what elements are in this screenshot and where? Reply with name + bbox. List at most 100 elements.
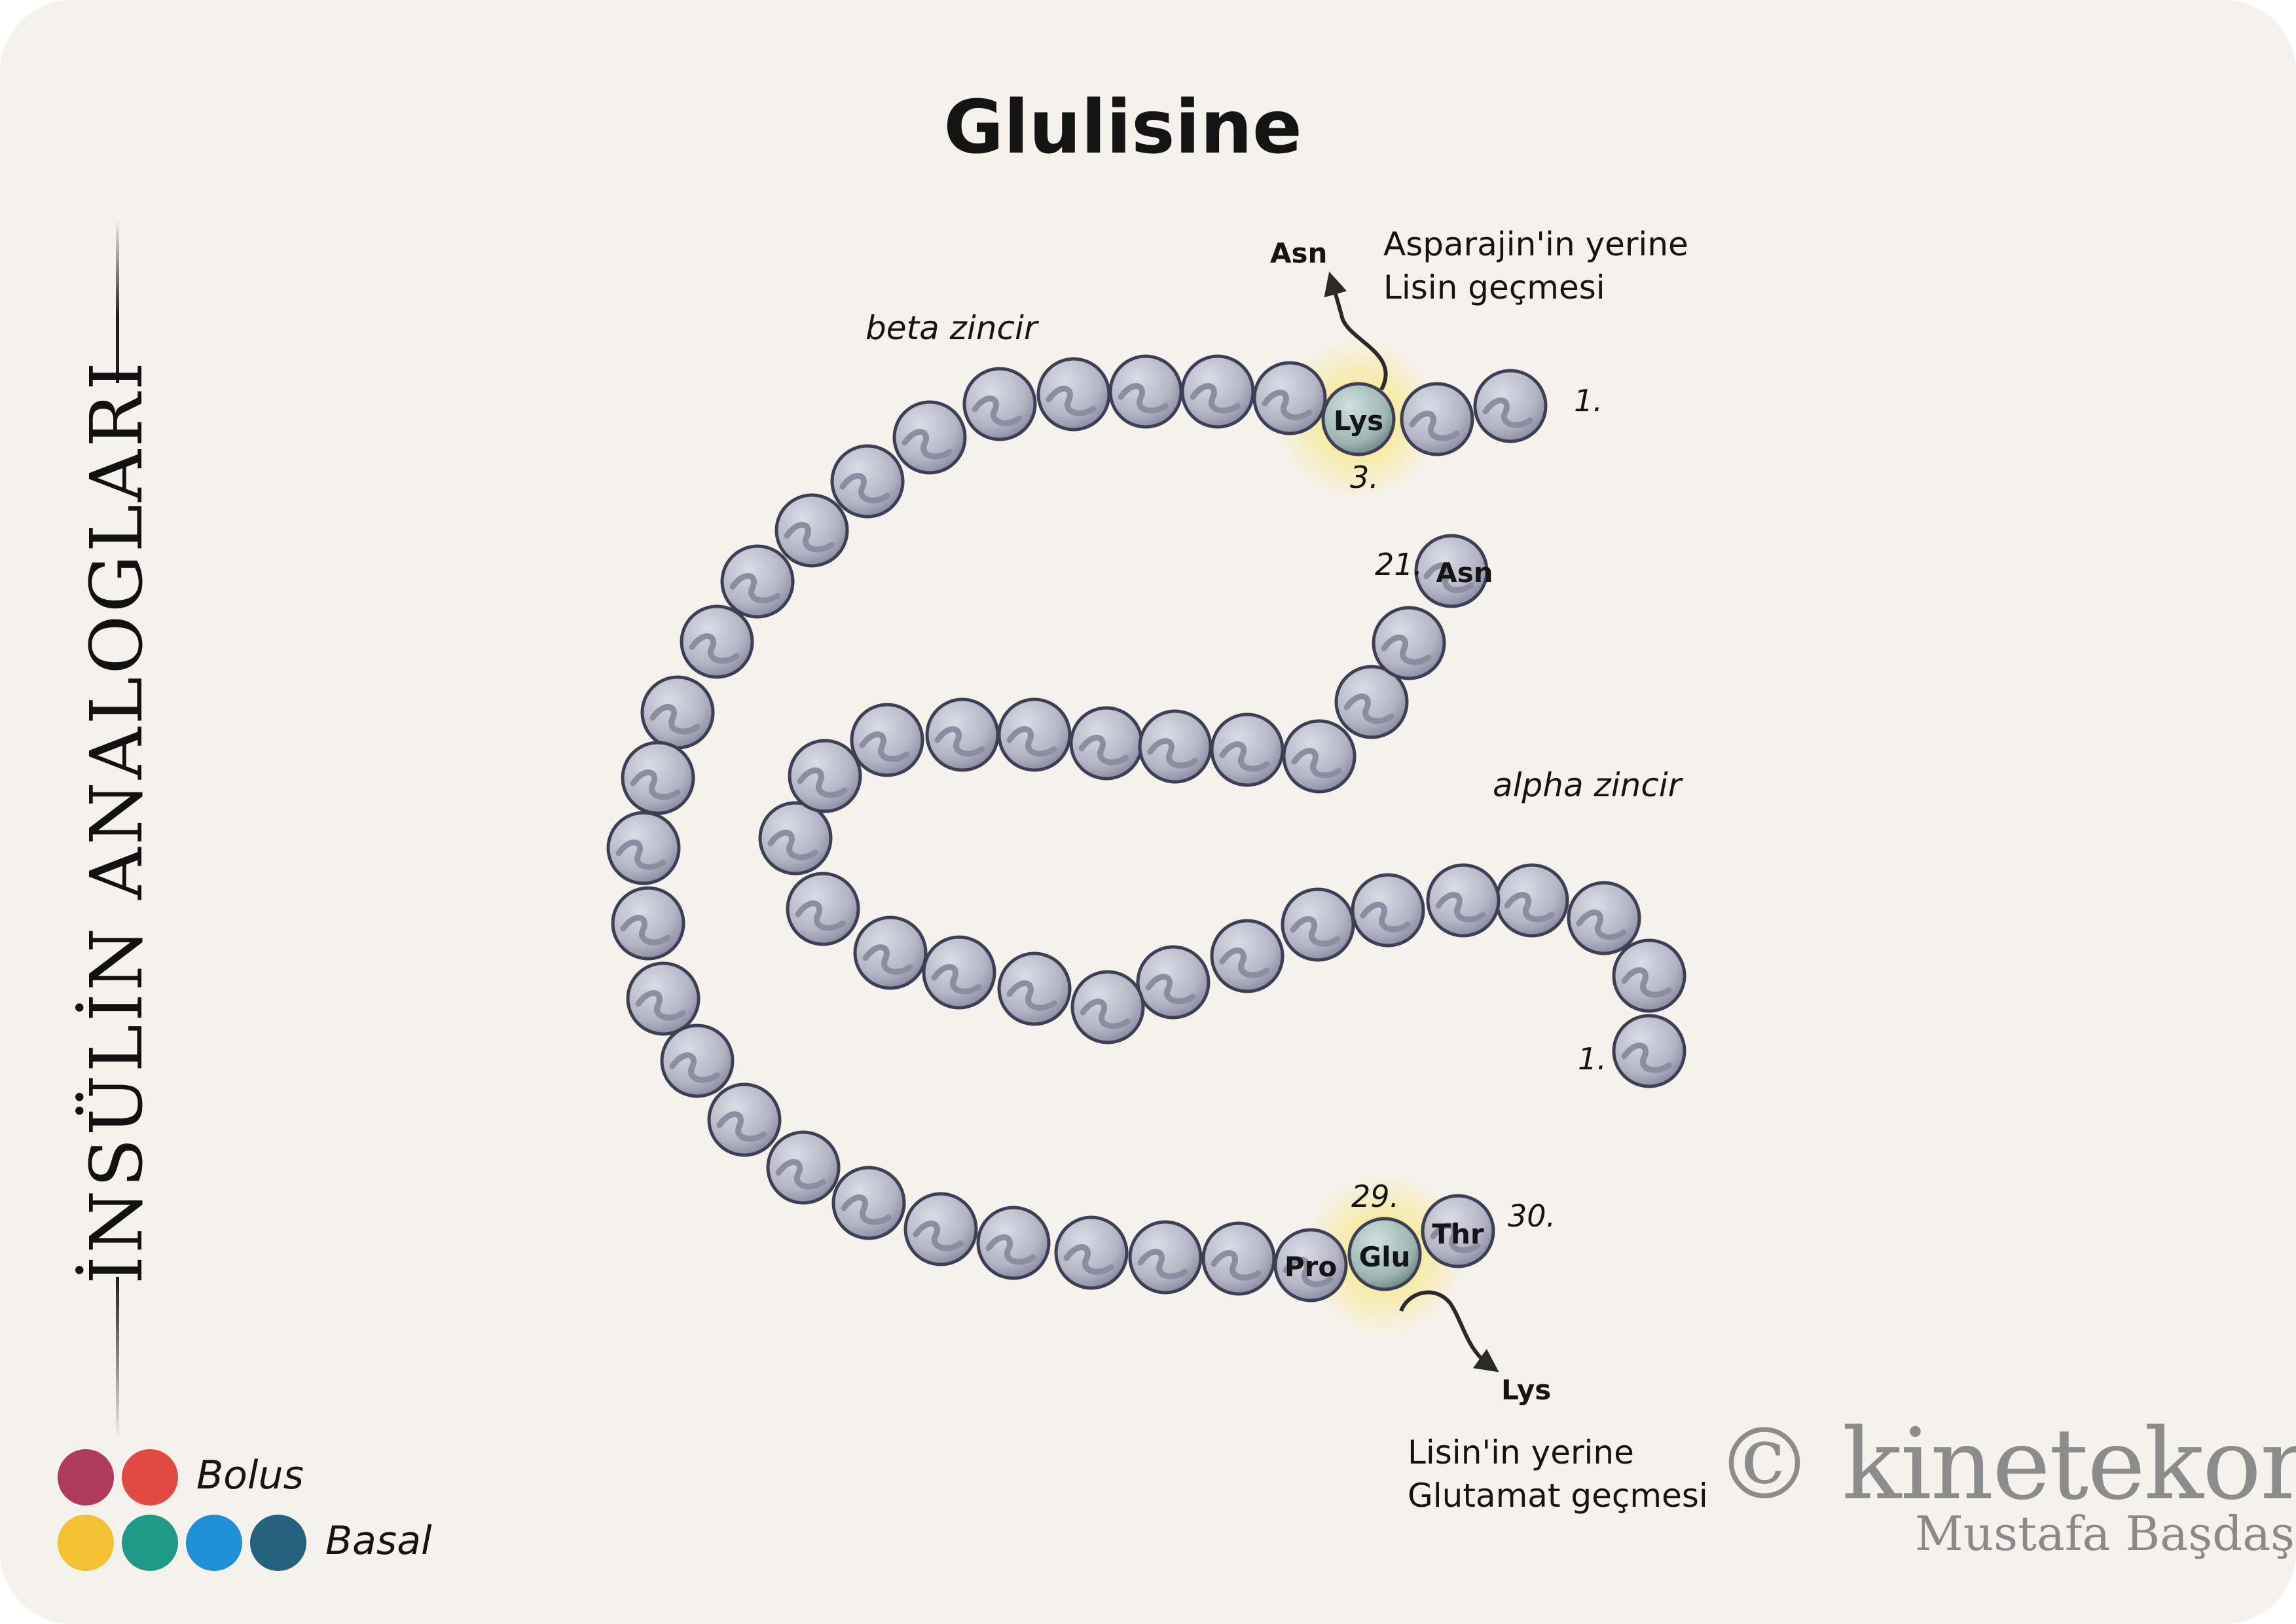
sidebar-divider-bottom bbox=[116, 1277, 119, 1441]
alpha-chain-bead bbox=[1210, 712, 1285, 787]
alpha-chain-bead bbox=[922, 935, 996, 1010]
alpha-chain-bead bbox=[788, 739, 862, 813]
beta-chain-bead-shading bbox=[1283, 1257, 1334, 1287]
beta-chain-bead bbox=[976, 1206, 1051, 1280]
alpha-chain-bead bbox=[1070, 970, 1145, 1044]
beta-chain-bead bbox=[962, 367, 1037, 441]
mutation-2-position: 29. bbox=[1351, 1179, 1400, 1214]
beta-chain-bead bbox=[831, 1166, 906, 1240]
beta-chain-bead bbox=[720, 544, 795, 619]
beta-chain-bead bbox=[1400, 382, 1474, 456]
alpha-chain-bead-shading bbox=[1360, 902, 1411, 932]
beta-chain-bead-shading bbox=[630, 769, 681, 800]
beta-chain bbox=[606, 354, 1548, 1302]
beta-start-number: 1. bbox=[1574, 383, 1603, 418]
alpha-chain-bead-shading bbox=[1343, 693, 1394, 724]
beta-chain-bead bbox=[680, 604, 754, 679]
alpha-chain-label: alpha zincir bbox=[1493, 766, 1682, 804]
alpha-chain-bead-shading bbox=[1621, 967, 1672, 998]
alpha-chain-bead bbox=[1138, 709, 1212, 784]
alpha-chain-bead-shading bbox=[931, 964, 982, 995]
alpha-chain-bead bbox=[758, 801, 833, 876]
alpha-chain-bead bbox=[1567, 881, 1641, 955]
beta-chain-bead-shading bbox=[669, 1052, 720, 1083]
beta-chain-bead-shading bbox=[1482, 397, 1533, 428]
alpha-chain-bead-shading bbox=[1006, 980, 1057, 1011]
alpha-chain-bead-shading bbox=[1080, 999, 1131, 1029]
beta-chain-bead bbox=[1347, 1217, 1422, 1291]
alpha-chain-bead bbox=[853, 915, 928, 990]
alpha-start-number: 1. bbox=[1578, 1041, 1607, 1077]
mutation-arrow-top bbox=[1324, 271, 1388, 391]
alpha-chain-bead-shading bbox=[934, 726, 985, 757]
alpha-chain-bead-shading bbox=[1621, 1043, 1672, 1073]
legend-basal-dot-2 bbox=[122, 1515, 178, 1571]
beta-chain-bead-shading bbox=[1118, 383, 1169, 414]
residue-label-thr: Thr bbox=[1432, 1218, 1484, 1250]
beta-chain-bead-shading bbox=[615, 840, 666, 870]
beta-chain-bead-shading bbox=[902, 429, 953, 460]
beta-chain-bead-shading bbox=[841, 1194, 892, 1225]
alpha-chain-bead bbox=[850, 703, 924, 777]
beta-chain-bead-shading bbox=[649, 704, 701, 735]
alpha-chain-bead-shading bbox=[862, 944, 913, 975]
beta-chain-bead-shading bbox=[1409, 411, 1460, 441]
alpha-chain-bead-shading bbox=[1219, 948, 1270, 978]
alpha-chain-bead-shading bbox=[1078, 735, 1129, 766]
beta-chain-bead-shading bbox=[1137, 1249, 1188, 1280]
legend-basal-dot-3 bbox=[186, 1515, 242, 1571]
beta-end-number: 30. bbox=[1508, 1198, 1556, 1234]
page-title: Glulisine bbox=[943, 85, 1302, 170]
alpha-chain-bead-shading bbox=[1435, 892, 1486, 923]
alpha-chain-bead bbox=[1281, 887, 1355, 962]
beta-chain-bead bbox=[1473, 369, 1548, 443]
residue-label-pro: Pro bbox=[1284, 1251, 1338, 1283]
beta-chain-bead-shading bbox=[689, 633, 740, 664]
beta-chain-bead-shading bbox=[972, 396, 1023, 426]
beta-chain-bead bbox=[1201, 1221, 1276, 1296]
beta-chain-label: beta zincir bbox=[866, 309, 1038, 347]
beta-chain-bead-shading bbox=[729, 573, 780, 604]
author-signature: Mustafa Başdaş bbox=[1915, 1506, 2295, 1561]
alpha-chain-bead-shading bbox=[795, 900, 846, 931]
sidebar-divider-top bbox=[116, 219, 119, 383]
alpha-chain bbox=[758, 534, 1686, 1088]
beta-chain-bead bbox=[1128, 1220, 1203, 1295]
mutation-note-top-line1: Asparajin'in yerine bbox=[1383, 225, 1688, 263]
beta-chain-bead-shading bbox=[716, 1111, 767, 1142]
alpha-chain-bead-shading bbox=[1576, 910, 1627, 940]
legend-basal-dot-1 bbox=[58, 1515, 114, 1571]
beta-chain-bead bbox=[611, 886, 685, 961]
alpha-chain-bead-shading bbox=[1291, 748, 1342, 779]
beta-chain-bead-shading bbox=[913, 1221, 964, 1251]
beta-chain-bead bbox=[774, 493, 849, 568]
beta-chain-bead bbox=[640, 675, 715, 750]
beta-chain-bead-shading bbox=[1063, 1244, 1114, 1275]
alpha-chain-bead bbox=[997, 697, 1072, 772]
alpha-chain-bead bbox=[1372, 606, 1446, 680]
sidebar-title: İNSÜLİN ANALOGLARI bbox=[75, 359, 158, 1285]
beta-chain-bead bbox=[1321, 382, 1396, 456]
legend-basal-dot-4 bbox=[250, 1515, 306, 1571]
beta-chain-bead bbox=[660, 1024, 735, 1098]
alpha-chain-bead bbox=[1136, 945, 1211, 1020]
alpha-chain-bead-shading bbox=[1423, 563, 1474, 593]
mutation-note-bottom: Lisin'in yerine Glutamat geçmesi bbox=[1408, 1431, 1708, 1517]
mutation-1-position: 3. bbox=[1350, 460, 1379, 495]
beta-chain-bead bbox=[1108, 354, 1183, 429]
beta-chain-bead-shading bbox=[635, 990, 686, 1021]
mutation-note-bottom-line1: Lisin'in yerine bbox=[1408, 1433, 1634, 1471]
alpha-chain-bead bbox=[1612, 938, 1686, 1013]
beta-chain-bead bbox=[707, 1082, 782, 1157]
alpha-end-number: 21. bbox=[1375, 547, 1423, 582]
legend-bolus-label: Bolus bbox=[196, 1452, 304, 1498]
legend-bolus-dot-2 bbox=[122, 1449, 178, 1505]
beta-chain-bead bbox=[892, 400, 967, 475]
beta-chain-bead bbox=[903, 1192, 978, 1266]
beta-chain-bead bbox=[1180, 354, 1255, 429]
beta-chain-bead bbox=[1036, 357, 1111, 432]
alpha-chain-bead bbox=[925, 697, 1000, 772]
alpha-chain-bead-shading bbox=[797, 767, 848, 798]
watermark-logo: © kinetekor. bbox=[1715, 1408, 2296, 1522]
